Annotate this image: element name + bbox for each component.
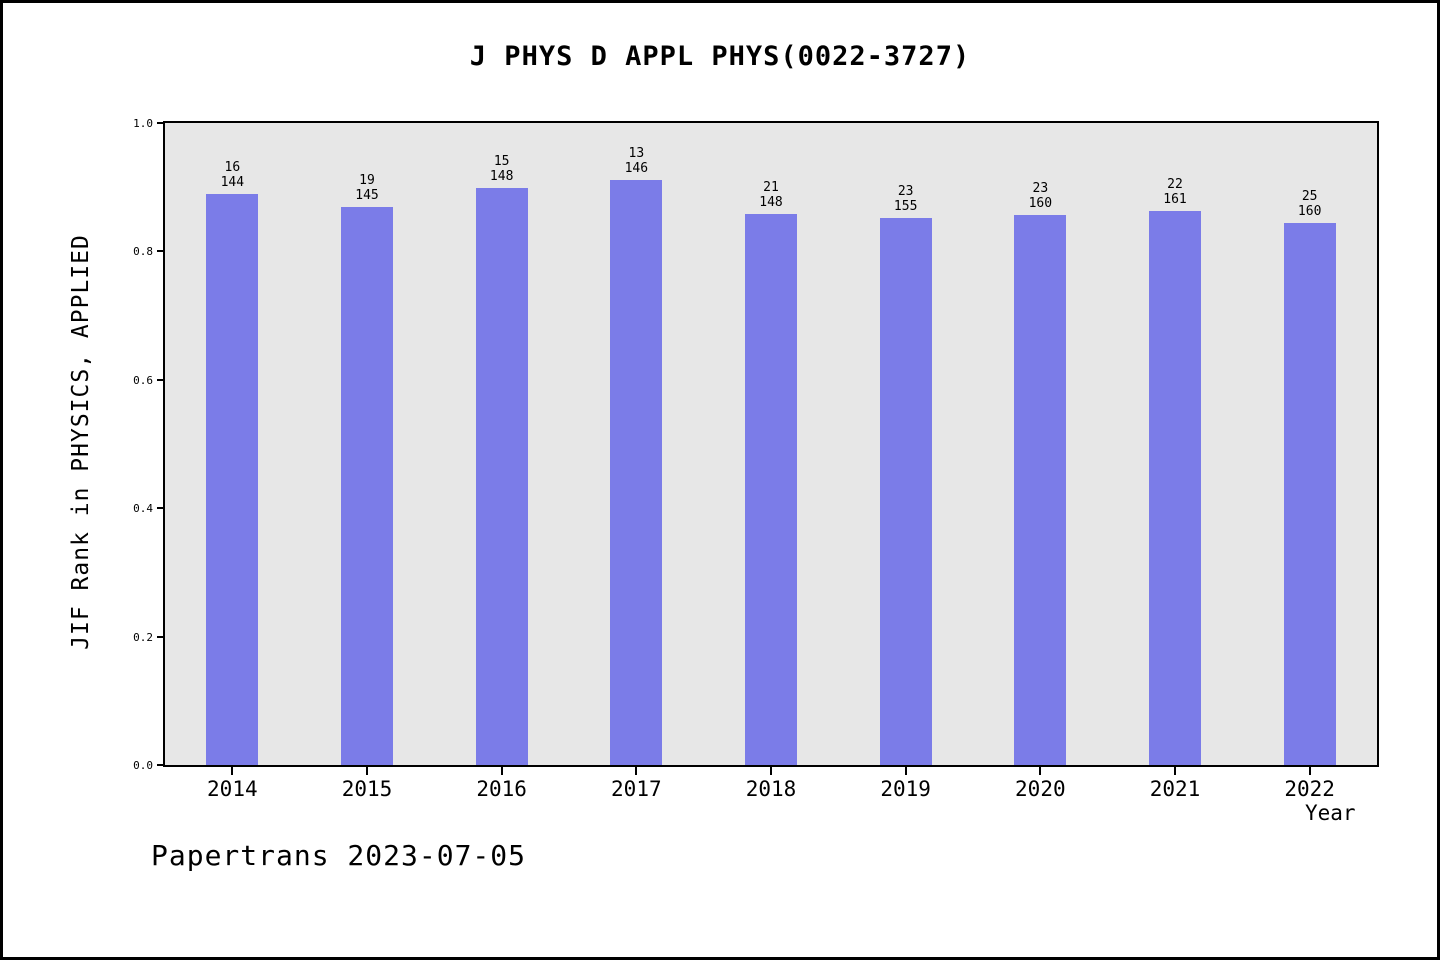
- y-tick-mark: [157, 122, 165, 124]
- bar-rank: 21: [763, 180, 779, 196]
- bar-rank: 23: [1032, 181, 1049, 197]
- bar-label-2017: 13 146: [625, 146, 648, 176]
- x-tick-mark: [1174, 767, 1176, 775]
- x-tick-label-2017: 2017: [611, 777, 662, 801]
- bar-2020: [1014, 215, 1067, 765]
- y-axis-title: JIF Rank in PHYSICS, APPLIED: [68, 234, 94, 650]
- bar-total: 145: [355, 188, 379, 204]
- x-tick-label-2019: 2019: [880, 777, 931, 801]
- bar-total: 160: [1297, 204, 1322, 220]
- x-tick-mark: [770, 767, 772, 775]
- bar-2014: [206, 194, 259, 765]
- y-tick-mark: [157, 378, 165, 381]
- y-tick-label: 0.0: [133, 759, 153, 772]
- bar-2019: [879, 218, 932, 765]
- bar-2016: [475, 188, 528, 765]
- x-tick-label-2016: 2016: [476, 777, 527, 801]
- footer-text: Papertrans 2023-07-05: [151, 839, 527, 872]
- bar-total: 161: [1163, 191, 1187, 207]
- bar-label-2021: 22 161: [1163, 177, 1186, 207]
- y-tick-mark: [157, 635, 165, 638]
- y-tick-label: 0.4: [133, 502, 153, 516]
- x-tick-label-2018: 2018: [745, 777, 797, 801]
- x-tick-label-2015: 2015: [341, 777, 393, 801]
- plot-area: 0.0 0.2 0.4 0.6 0.8 1.0 16 144 2014 19 145 2015 15 14…: [133, 118, 1379, 801]
- y-tick-mark: [157, 764, 165, 766]
- bar-2018: [745, 214, 797, 765]
- bar-total: 155: [893, 199, 918, 215]
- x-axis-title: Year: [1305, 801, 1356, 825]
- y-tick-label: 1.0: [133, 117, 153, 130]
- bar-2021: [1149, 210, 1201, 765]
- x-tick-mark: [500, 767, 503, 775]
- bar-label-2020: 23 160: [1029, 181, 1052, 211]
- bar-label-2019: 23 155: [894, 184, 917, 214]
- bar-rank: 23: [897, 184, 914, 200]
- x-tick-label-2021: 2021: [1149, 777, 1201, 801]
- x-tick-mark: [904, 767, 907, 775]
- bar-total: 160: [1028, 196, 1053, 212]
- bar-label-2022: 25 160: [1298, 189, 1321, 219]
- bar-rank: 13: [628, 146, 645, 162]
- x-tick-mark: [231, 767, 234, 775]
- bar-total: 148: [759, 195, 783, 211]
- y-tick-label: 0.2: [133, 630, 153, 644]
- bar-label-2016: 15 148: [490, 154, 513, 184]
- bar-label-2014: 16 144: [221, 160, 244, 190]
- bar-total: 148: [489, 169, 514, 185]
- bar-total: 144: [220, 175, 245, 191]
- x-tick-mark: [1308, 767, 1311, 775]
- bar-2017: [610, 180, 663, 765]
- bar-total: 146: [624, 161, 649, 177]
- bar-label-2015: 19 145: [355, 173, 378, 203]
- x-tick-mark: [635, 767, 638, 775]
- x-tick-label-2014: 2014: [207, 777, 258, 801]
- bar-rank: 19: [359, 173, 375, 189]
- bar-2022: [1283, 223, 1336, 765]
- x-tick-mark: [1039, 767, 1042, 775]
- bar-rank: 16: [224, 160, 241, 176]
- x-tick-mark: [366, 767, 368, 775]
- x-tick-label-2020: 2020: [1015, 777, 1066, 801]
- bar-2015: [341, 207, 393, 765]
- bar-rank: 22: [1167, 176, 1183, 192]
- y-tick-mark: [157, 507, 165, 510]
- y-tick-mark: [157, 250, 165, 253]
- x-tick-label-2022: 2022: [1284, 777, 1335, 801]
- bar-label-2018: 21 148: [759, 180, 782, 210]
- y-tick-label: 0.8: [133, 245, 153, 259]
- bar-rank: 15: [493, 154, 510, 170]
- chart-title: J PHYS D APPL PHYS(0022-3727): [469, 41, 971, 72]
- bar-rank: 25: [1301, 189, 1318, 205]
- y-tick-label: 0.6: [133, 373, 153, 387]
